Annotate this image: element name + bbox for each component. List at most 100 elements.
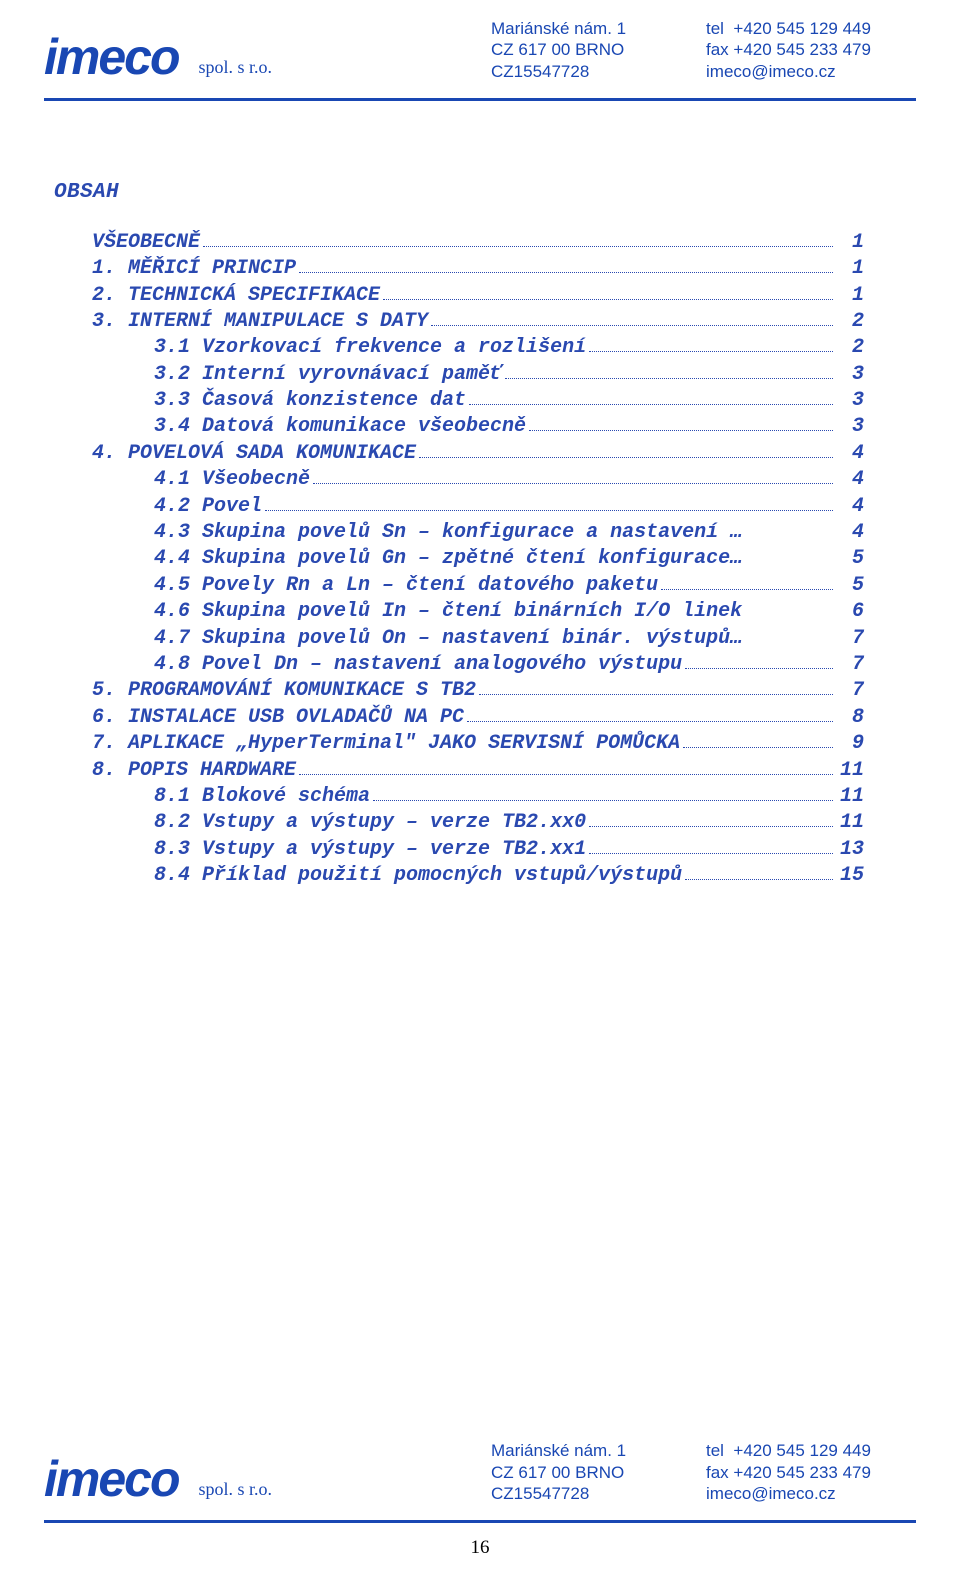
- toc-title: OBSAH: [54, 181, 906, 204]
- toc-line: 5. PROGRAMOVÁNÍ KOMUNIKACE S TB2 7: [54, 678, 864, 704]
- toc-line: 3.3 Časová konzistence dat 3: [54, 388, 864, 414]
- toc-line: 3.1 Vzorkovací frekvence a rozlišení 2: [54, 335, 864, 361]
- toc-line: 4.6 Skupina povelů In – čtení binárních …: [54, 599, 864, 625]
- toc-page-number: 2: [836, 335, 864, 361]
- toc-line: 1. MĚŘICÍ PRINCIP 1: [54, 256, 864, 282]
- letterhead-row: imeco spol. s r.o. Mariánské nám. 1 CZ 6…: [44, 18, 916, 82]
- toc-label: 4. POVELOVÁ SADA KOMUNIKACE: [92, 441, 416, 467]
- toc-leader: [373, 800, 833, 801]
- toc-line: 3. INTERNÍ MANIPULACE S DATY 2: [54, 309, 864, 335]
- address-line3-b: CZ15547728: [491, 1483, 656, 1504]
- address-line1: Mariánské nám. 1: [491, 18, 656, 39]
- toc-label: 5. PROGRAMOVÁNÍ KOMUNIKACE S TB2: [92, 678, 476, 704]
- toc-label: 4.2 Povel: [154, 494, 262, 520]
- toc-page-number: 5: [836, 546, 864, 572]
- toc-leader: [745, 642, 833, 643]
- toc-label: 4.6 Skupina povelů In – čtení binárních …: [154, 599, 742, 625]
- toc-label: 8.2 Vstupy a výstupy – verze TB2.xx0: [154, 810, 586, 836]
- company-suffix-bottom: spol. s r.o.: [193, 1479, 273, 1504]
- toc-leader: [479, 694, 833, 695]
- letterhead-bottom: imeco spol. s r.o. Mariánské nám. 1 CZ 6…: [0, 1422, 960, 1514]
- toc-leader: [589, 826, 833, 827]
- toc-page-number: 5: [836, 573, 864, 599]
- address-block-bottom: Mariánské nám. 1 CZ 617 00 BRNO CZ155477…: [491, 1440, 682, 1504]
- toc-line: 8.1 Blokové schéma 11: [54, 784, 864, 810]
- toc-label: 3.2 Interní vyrovnávací paměť: [154, 362, 502, 388]
- toc-page-number: 11: [836, 784, 864, 810]
- toc-line: VŠEOBECNĚ 1: [54, 230, 864, 256]
- toc-leader: [661, 589, 833, 590]
- toc-line: 8.2 Vstupy a výstupy – verze TB2.xx0 11: [54, 810, 864, 836]
- address-line3: CZ15547728: [491, 61, 656, 82]
- letterhead-row-bottom: imeco spol. s r.o. Mariánské nám. 1 CZ 6…: [44, 1440, 916, 1504]
- toc-page-number: 4: [836, 441, 864, 467]
- address-line2-b: CZ 617 00 BRNO: [491, 1462, 656, 1483]
- address-block: Mariánské nám. 1 CZ 617 00 BRNO CZ155477…: [491, 18, 682, 82]
- contact-mail-b: imeco@imeco.cz: [706, 1483, 916, 1504]
- toc-leader: [419, 457, 833, 458]
- toc-leader: [685, 879, 833, 880]
- toc-leader: [745, 536, 833, 537]
- toc-label: 6. INSTALACE USB OVLADAČŮ NA PC: [92, 705, 464, 731]
- logo-text-bottom: imeco: [44, 1454, 179, 1504]
- contact-fax: fax +420 545 233 479: [706, 39, 916, 60]
- toc-line: 4.2 Povel 4: [54, 494, 864, 520]
- toc-line: 6. INSTALACE USB OVLADAČŮ NA PC 8: [54, 705, 864, 731]
- footer: imeco spol. s r.o. Mariánské nám. 1 CZ 6…: [0, 1422, 960, 1523]
- contact-block-bottom: tel +420 545 129 449 fax +420 545 233 47…: [706, 1440, 916, 1504]
- toc-leader: [299, 774, 833, 775]
- toc-label: 3.1 Vzorkovací frekvence a rozlišení: [154, 335, 586, 361]
- toc-line: 8.4 Příklad použití pomocných vstupů/výs…: [54, 863, 864, 889]
- company-suffix: spol. s r.o.: [193, 57, 273, 82]
- toc-page-number: 7: [836, 626, 864, 652]
- brand-bottom: imeco spol. s r.o.: [44, 1454, 272, 1504]
- toc-label: 1. MĚŘICÍ PRINCIP: [92, 256, 296, 282]
- contact-tel-b: tel +420 545 129 449: [706, 1440, 916, 1461]
- toc-line: 3.2 Interní vyrovnávací paměť 3: [54, 362, 864, 388]
- contact-tel: tel +420 545 129 449: [706, 18, 916, 39]
- toc-line: 4.4 Skupina povelů Gn – zpětné čtení kon…: [54, 546, 864, 572]
- toc-leader: [383, 299, 833, 300]
- toc-page-number: 6: [836, 599, 864, 625]
- toc-line: 8.3 Vstupy a výstupy – verze TB2.xx1 13: [54, 837, 864, 863]
- toc-leader: [745, 562, 833, 563]
- toc-line: 4.3 Skupina povelů Sn – konfigurace a na…: [54, 520, 864, 546]
- toc-leader: [589, 853, 833, 854]
- address-line1-b: Mariánské nám. 1: [491, 1440, 656, 1461]
- toc-line: 4. POVELOVÁ SADA KOMUNIKACE 4: [54, 441, 864, 467]
- toc-label: 4.7 Skupina povelů On – nastavení binár.…: [154, 626, 742, 652]
- toc-line: 4.1 Všeobecně 4: [54, 467, 864, 493]
- toc-label: 4.1 Všeobecně: [154, 467, 310, 493]
- toc-label: 3.4 Datová komunikace všeobecně: [154, 414, 526, 440]
- toc-page-number: 3: [836, 362, 864, 388]
- toc-page-number: 1: [836, 230, 864, 256]
- table-of-contents: VŠEOBECNĚ 11. MĚŘICÍ PRINCIP 12. TECHNIC…: [54, 230, 864, 890]
- toc-leader: [745, 615, 833, 616]
- toc-leader: [683, 747, 833, 748]
- toc-page-number: 1: [836, 283, 864, 309]
- toc-leader: [529, 430, 833, 431]
- toc-page-number: 4: [836, 467, 864, 493]
- toc-label: 8.1 Blokové schéma: [154, 784, 370, 810]
- toc-page-number: 11: [836, 810, 864, 836]
- toc-label: 4.3 Skupina povelů Sn – konfigurace a na…: [154, 520, 742, 546]
- toc-leader: [299, 272, 833, 273]
- toc-line: 4.8 Povel Dn – nastavení analogového výs…: [54, 652, 864, 678]
- footer-rule: [44, 1520, 916, 1523]
- page-number: 16: [0, 1537, 960, 1559]
- content-area: OBSAH VŠEOBECNĚ 11. MĚŘICÍ PRINCIP 12. T…: [0, 101, 960, 930]
- toc-line: 4.5 Povely Rn a Ln – čtení datového pake…: [54, 573, 864, 599]
- toc-leader: [685, 668, 833, 669]
- toc-label: 7. APLIKACE „HyperTerminal" JAKO SERVISN…: [92, 731, 680, 757]
- toc-line: 8. POPIS HARDWARE 11: [54, 758, 864, 784]
- toc-page-number: 15: [836, 863, 864, 889]
- toc-page-number: 4: [836, 494, 864, 520]
- toc-label: 4.8 Povel Dn – nastavení analogového výs…: [154, 652, 682, 678]
- toc-leader: [467, 721, 833, 722]
- logo-text: imeco: [44, 32, 179, 82]
- toc-label: 4.4 Skupina povelů Gn – zpětné čtení kon…: [154, 546, 742, 572]
- toc-page-number: 11: [836, 758, 864, 784]
- toc-label: 3. INTERNÍ MANIPULACE S DATY: [92, 309, 428, 335]
- toc-leader: [203, 246, 833, 247]
- toc-line: 4.7 Skupina povelů On – nastavení binár.…: [54, 626, 864, 652]
